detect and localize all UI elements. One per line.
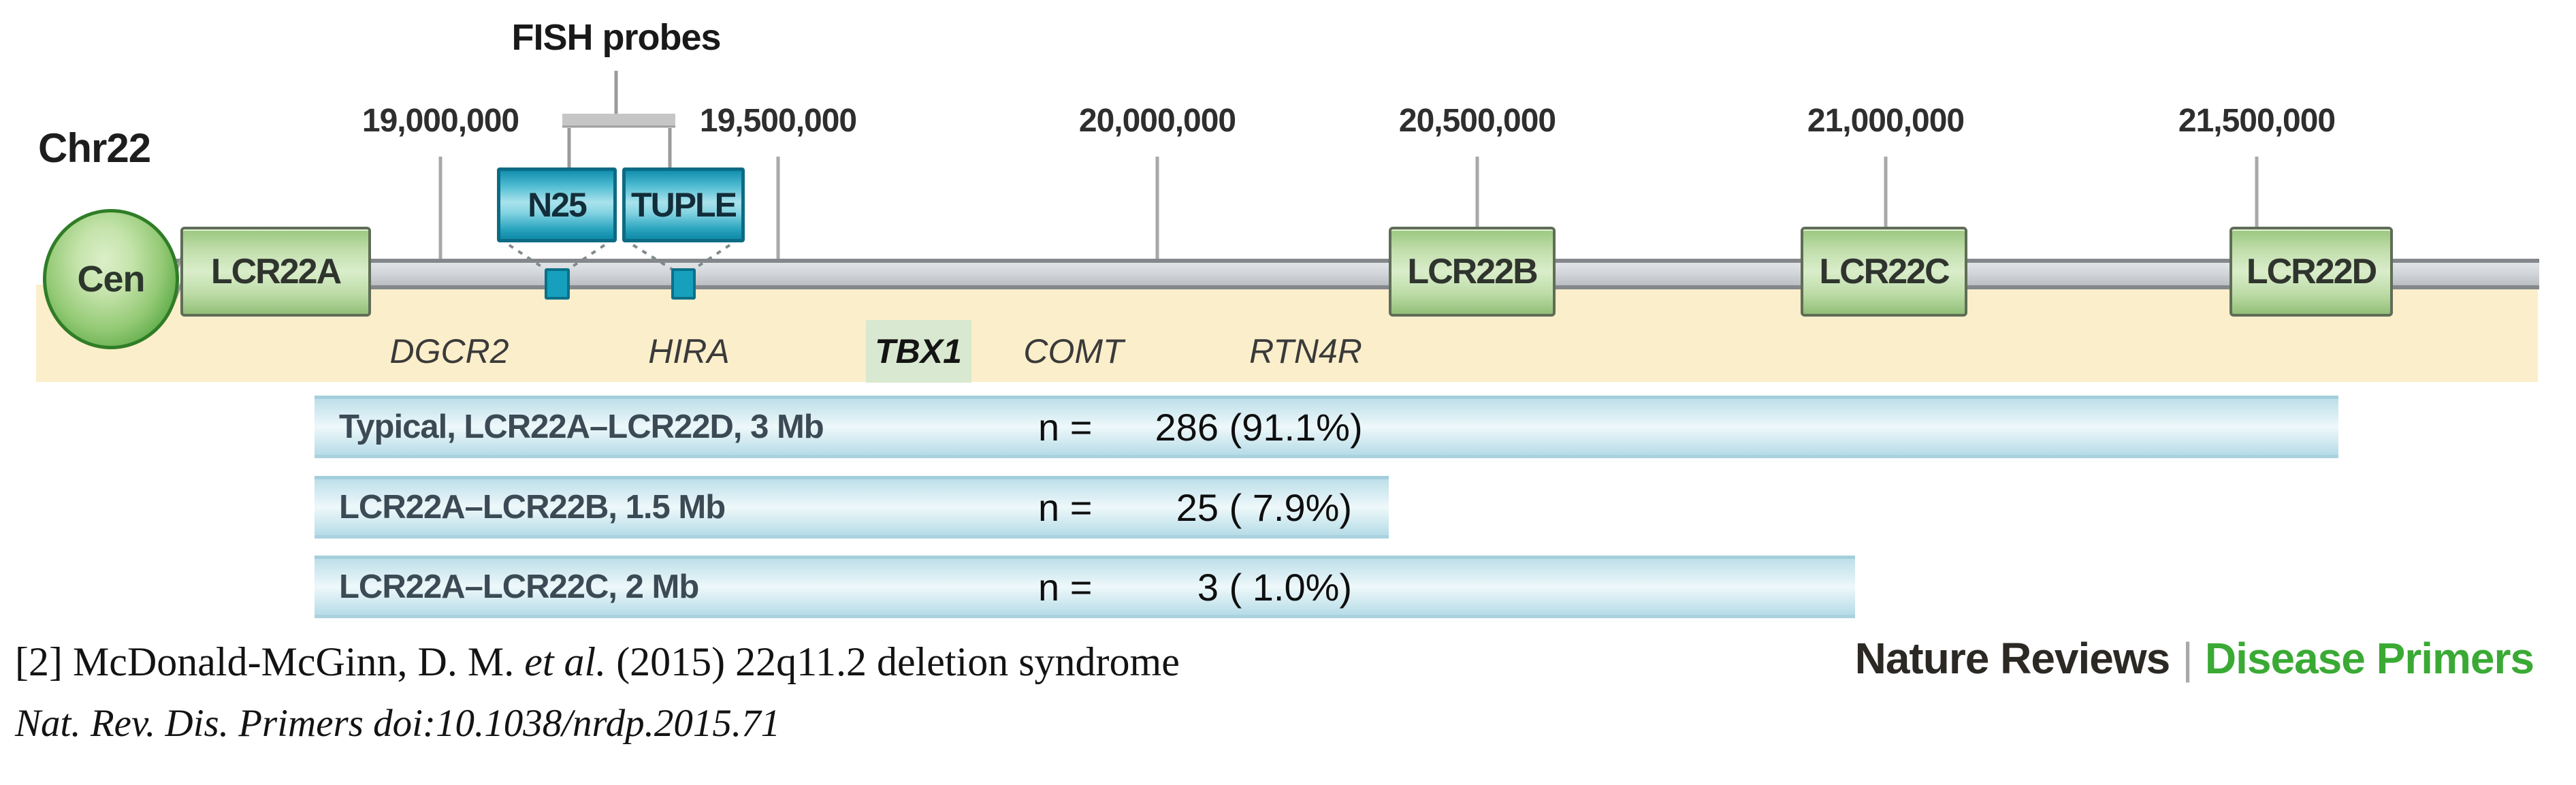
probe-n25-box: N25 (497, 167, 617, 242)
citation-prefix: [2] McDonald-McGinn, D. M. (15, 639, 525, 684)
axis-tick-21500000: 21,500,000 (2178, 103, 2336, 139)
n-value: 3 (1197, 565, 1219, 609)
lcr22b-block: LCR22B (1389, 227, 1556, 317)
n-prefix: n = (1038, 485, 1103, 529)
lcr22d-block: LCR22D (2229, 227, 2393, 317)
gene-rtn4r: RTN4R (1249, 332, 1362, 370)
brand-publisher: Nature Reviews (1854, 634, 2171, 683)
chromosome-line (144, 259, 2539, 289)
deletion-count-a-b: n = 25 ( 7.9%) (1038, 476, 1352, 539)
probe-tuple-site (671, 268, 696, 300)
n-value: 25 (1176, 485, 1219, 529)
deletion-count-typical: n = 286 (91.1%) (1038, 396, 1363, 458)
n-prefix: n = (1038, 565, 1103, 609)
n-percent: ( 7.9%) (1218, 485, 1353, 529)
citation-line: [2] McDonald-McGinn, D. M. et al. (2015)… (15, 639, 1180, 686)
n-value: 286 (1155, 405, 1219, 449)
axis-tick-21000000: 21,000,000 (1807, 103, 1965, 139)
chromosome-name: Chr22 (38, 125, 151, 171)
gene-comt: COMT (1023, 332, 1124, 370)
lcr22b-label: LCR22B (1407, 252, 1538, 291)
deletion-bar-typical-label: Typical, LCR22A–LCR22D, 3 Mb (339, 408, 824, 445)
journal-doi-line: Nat. Rev. Dis. Primers doi:10.1038/nrdp.… (15, 702, 781, 745)
n-percent: (91.1%) (1218, 405, 1363, 449)
probe-tuple-label: TUPLE (631, 186, 737, 224)
citation-etal: et al. (524, 639, 607, 684)
n-percent: ( 1.0%) (1218, 565, 1353, 609)
probe-n25-label: N25 (528, 186, 587, 224)
brand-series: Disease Primers (2204, 634, 2534, 683)
deletion-bar-a-c: LCR22A–LCR22C, 2 Mb (315, 556, 1855, 618)
centromere: Cen (43, 209, 179, 349)
axis-tick-20000000: 20,000,000 (1078, 103, 1236, 139)
probe-tuple-box: TUPLE (622, 167, 745, 242)
gene-tbx1: TBX1 (875, 332, 962, 370)
axis-tick-19000000: 19,000,000 (361, 103, 519, 139)
genomic-region-band (36, 285, 2538, 382)
lcr22c-label: LCR22C (1819, 252, 1950, 291)
fish-probes-label: FISH probes (511, 17, 721, 58)
gene-dgcr2: DGCR2 (389, 332, 509, 370)
lcr22a-block: LCR22A (180, 227, 371, 317)
journal-brand: Nature Reviews | Disease Primers (1855, 633, 2534, 684)
probe-n25-site (545, 268, 570, 300)
citation-rest: (2015) 22q11.2 deletion syndrome (606, 639, 1180, 684)
lcr22a-label: LCR22A (210, 252, 342, 291)
centromere-label: Cen (77, 259, 145, 300)
axis-tick-20500000: 20,500,000 (1398, 103, 1556, 139)
lcr22d-label: LCR22D (2246, 252, 2377, 291)
gene-hira: HIRA (648, 332, 730, 370)
brand-separator: | (2182, 634, 2193, 683)
deletion-bar-a-b-label: LCR22A–LCR22B, 1.5 Mb (339, 489, 726, 526)
tbx1-highlight (866, 320, 971, 383)
deletion-count-a-c: n = 3 ( 1.0%) (1038, 556, 1352, 618)
deletion-bar-a-c-label: LCR22A–LCR22C, 2 Mb (339, 568, 699, 605)
deletion-bar-typical: Typical, LCR22A–LCR22D, 3 Mb (315, 396, 2338, 458)
lcr22c-block: LCR22C (1801, 227, 1967, 317)
axis-tick-19500000: 19,500,000 (699, 103, 857, 139)
deletion-bar-a-b: LCR22A–LCR22B, 1.5 Mb (315, 476, 1389, 539)
n-prefix: n = (1038, 405, 1103, 449)
